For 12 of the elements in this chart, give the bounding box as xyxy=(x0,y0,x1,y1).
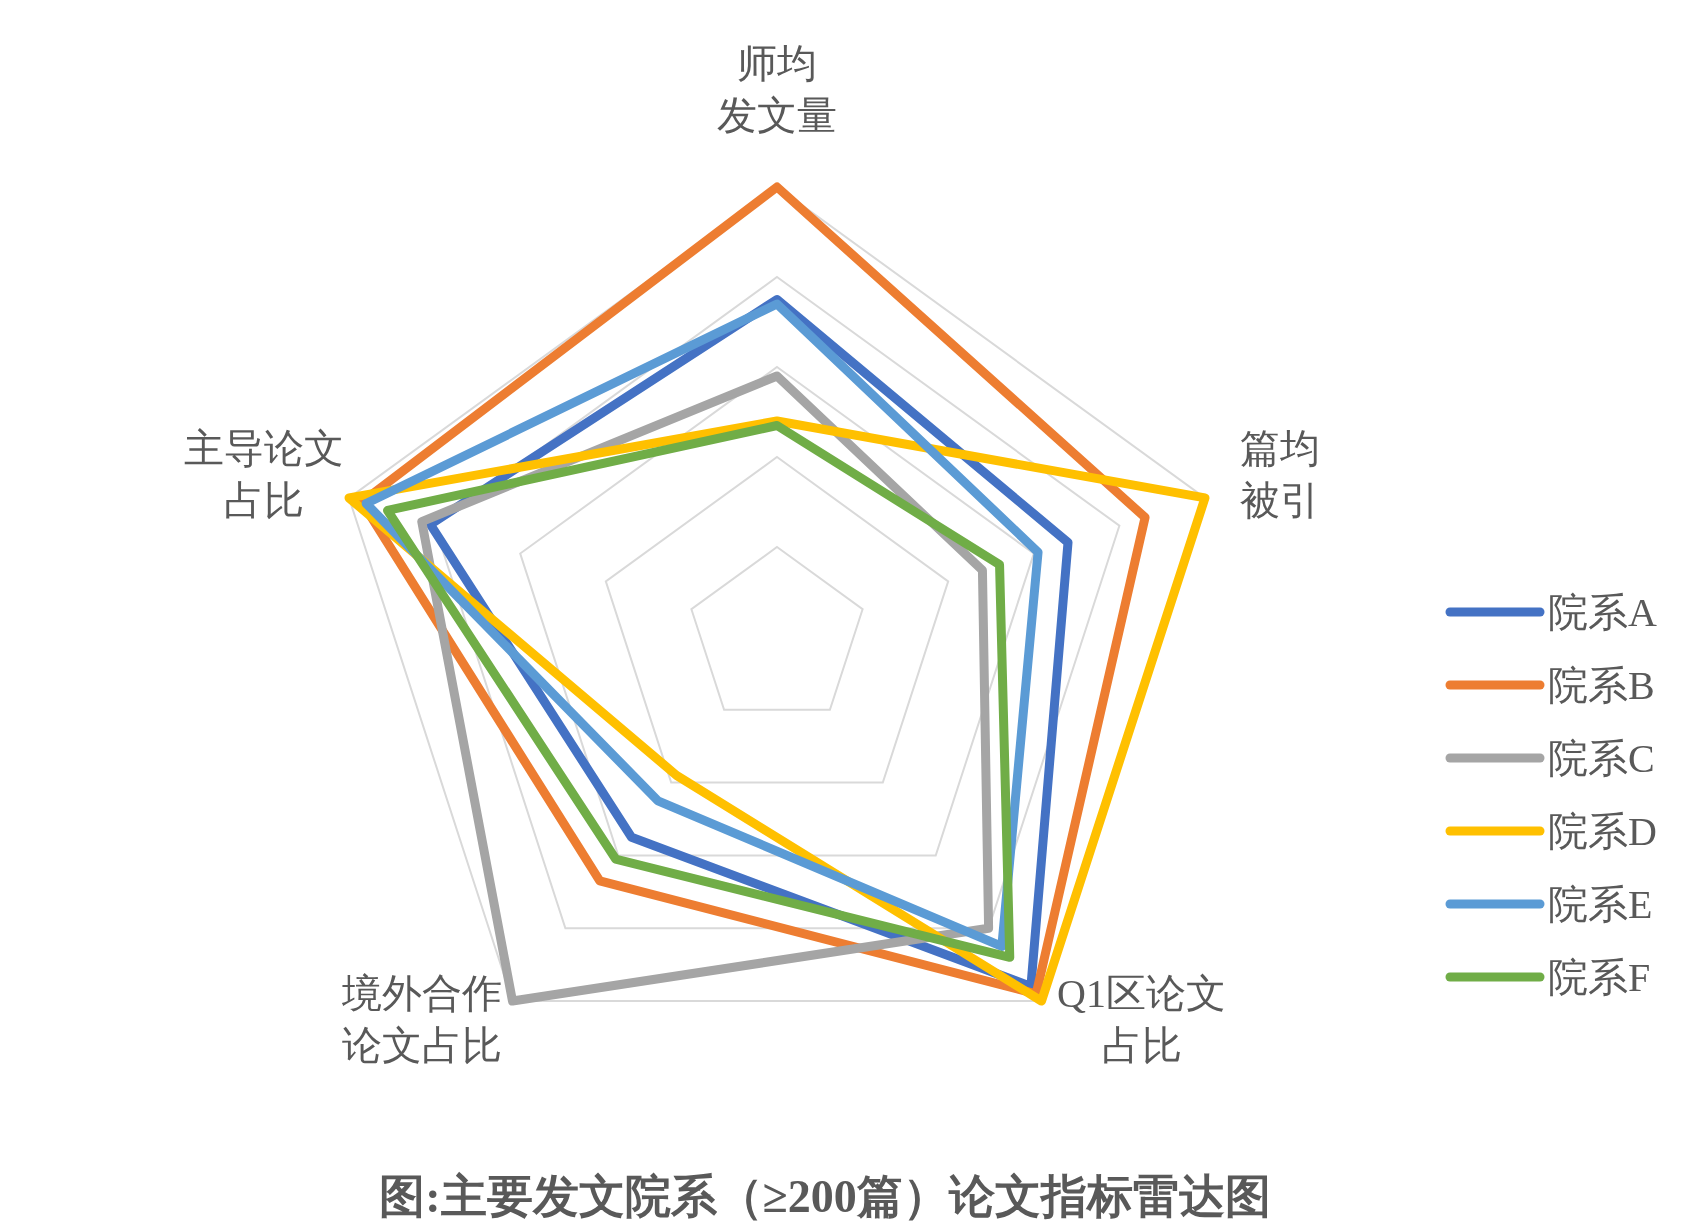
spoke-label: 境外合作论文占比 xyxy=(341,971,503,1069)
legend-label: 院系D xyxy=(1548,809,1657,854)
spoke-label: 篇均被引 xyxy=(1239,425,1320,523)
legend-label: 院系F xyxy=(1548,955,1651,1000)
spoke-label: Q1区论文占比 xyxy=(1057,971,1226,1069)
text: 图:主要发文院系（≥200篇）论文指标雷达图 xyxy=(379,1171,1271,1222)
spoke-label: 主导论文占比 xyxy=(184,425,345,523)
spoke-label: 师均发文量 xyxy=(717,41,837,138)
legend-label: 院系E xyxy=(1548,882,1653,927)
legend-label: 院系A xyxy=(1548,590,1657,635)
legend-label: 院系C xyxy=(1548,736,1655,781)
legend-label: 院系B xyxy=(1548,663,1655,708)
